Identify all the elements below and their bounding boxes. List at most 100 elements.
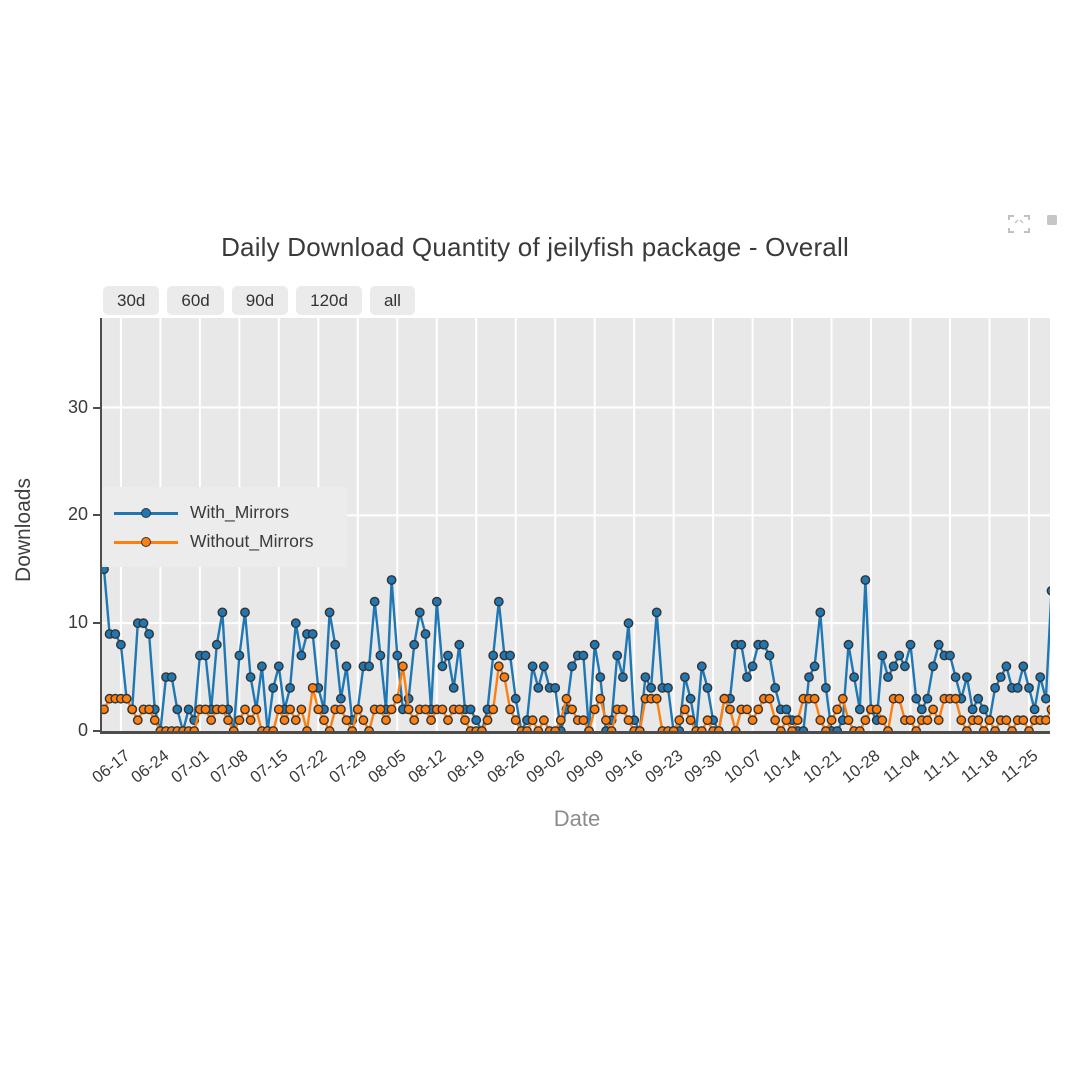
- data-point-without_mirrors: [482, 715, 493, 726]
- expand-icon[interactable]: [1006, 214, 1032, 234]
- data-point-with_mirrors: [364, 661, 374, 672]
- data-point-with_mirrors: [680, 672, 690, 682]
- data-point-without_mirrors: [149, 715, 160, 726]
- data-point-with_mirrors: [962, 672, 972, 682]
- data-point-with_mirrors: [273, 661, 284, 672]
- data-point-without_mirrors: [352, 704, 363, 715]
- data-point-without_mirrors: [618, 704, 628, 715]
- data-point-without_mirrors: [268, 726, 279, 731]
- range-button-120d[interactable]: 120d: [296, 286, 362, 315]
- data-point-without_mirrors: [747, 715, 758, 726]
- data-point-without_mirrors: [313, 704, 324, 715]
- data-point-with_mirrors: [493, 596, 504, 607]
- data-point-without_mirrors: [905, 715, 916, 726]
- data-point-with_mirrors: [646, 682, 656, 693]
- data-point-without_mirrors: [240, 704, 250, 715]
- data-point-without_mirrors: [403, 704, 414, 715]
- data-point-with_mirrors: [172, 704, 183, 715]
- data-point-without_mirrors: [742, 704, 752, 715]
- data-point-with_mirrors: [696, 661, 707, 672]
- data-point-without_mirrors: [488, 704, 499, 715]
- data-point-without_mirrors: [584, 726, 594, 731]
- data-point-with_mirrors: [663, 682, 673, 693]
- data-point-without_mirrors: [437, 704, 448, 715]
- data-point-without_mirrors: [922, 715, 933, 726]
- data-point-with_mirrors: [307, 629, 318, 639]
- plot-badge-icon[interactable]: [1046, 214, 1058, 228]
- data-point-without_mirrors: [533, 726, 544, 731]
- data-point-without_mirrors: [1024, 726, 1034, 731]
- data-point-with_mirrors: [770, 682, 781, 693]
- y-tick-label: 10: [67, 612, 88, 633]
- data-point-without_mirrors: [296, 704, 307, 715]
- data-point-without_mirrors: [217, 704, 228, 715]
- data-point-without_mirrors: [397, 661, 408, 672]
- y-tick-mark: [93, 406, 100, 409]
- range-button-30d[interactable]: 30d: [103, 286, 160, 315]
- data-point-without_mirrors: [381, 715, 391, 726]
- data-point-with_mirrors: [330, 639, 341, 650]
- data-point-without_mirrors: [505, 704, 515, 715]
- data-point-without_mirrors: [499, 672, 510, 682]
- range-button-90d[interactable]: 90d: [231, 286, 289, 315]
- data-point-with_mirrors: [324, 607, 335, 618]
- data-point-with_mirrors: [804, 672, 814, 682]
- data-point-with_mirrors: [414, 607, 425, 618]
- data-point-without_mirrors: [386, 704, 397, 715]
- data-point-without_mirrors: [809, 693, 820, 704]
- data-point-without_mirrors: [730, 726, 741, 731]
- data-point-without_mirrors: [792, 715, 803, 726]
- chart-legend: With_Mirrors Without_Mirrors: [102, 487, 347, 567]
- data-point-with_mirrors: [854, 704, 865, 715]
- data-point-without_mirrors: [392, 693, 403, 704]
- data-point-with_mirrors: [849, 672, 859, 682]
- data-point-without_mirrors: [719, 693, 730, 704]
- data-point-without_mirrors: [1018, 715, 1029, 726]
- data-point-with_mirrors: [911, 693, 922, 704]
- data-point-without_mirrors: [228, 726, 239, 731]
- data-point-without_mirrors: [144, 704, 154, 715]
- data-point-with_mirrors: [900, 661, 910, 672]
- data-point-with_mirrors: [538, 661, 549, 672]
- chart-title: Daily Download Quantity of jeilyfish pac…: [221, 232, 849, 262]
- data-point-with_mirrors: [527, 661, 538, 672]
- data-point-without_mirrors: [984, 715, 995, 726]
- data-point-without_mirrors: [775, 726, 786, 731]
- range-button-row: 30d 60d 90d 120d all: [103, 286, 415, 315]
- data-point-with_mirrors: [1001, 661, 1012, 672]
- data-point-without_mirrors: [561, 693, 572, 704]
- data-point-with_mirrors: [595, 672, 606, 682]
- data-point-without_mirrors: [843, 715, 854, 726]
- data-point-with_mirrors: [431, 596, 442, 607]
- data-point-with_mirrors: [815, 607, 826, 618]
- data-point-without_mirrors: [832, 704, 843, 715]
- data-point-without_mirrors: [550, 726, 561, 731]
- data-point-with_mirrors: [922, 693, 933, 704]
- data-point-with_mirrors: [144, 629, 154, 639]
- data-point-with_mirrors: [1012, 682, 1023, 693]
- data-point-with_mirrors: [217, 607, 228, 618]
- y-axis-title-wrap: Downloads: [10, 430, 35, 630]
- data-point-without_mirrors: [668, 726, 679, 731]
- data-point-with_mirrors: [335, 693, 346, 704]
- data-point-without_mirrors: [127, 704, 138, 715]
- range-button-60d[interactable]: 60d: [167, 286, 224, 315]
- data-point-with_mirrors: [809, 661, 820, 672]
- data-point-with_mirrors: [386, 575, 397, 585]
- data-point-with_mirrors: [978, 704, 989, 715]
- x-tick-label: 06-17: [88, 746, 134, 787]
- data-point-without_mirrors: [307, 682, 318, 693]
- data-point-without_mirrors: [950, 693, 961, 704]
- data-point-without_mirrors: [595, 693, 606, 704]
- data-point-with_mirrors: [905, 639, 916, 650]
- range-button-all[interactable]: all: [369, 286, 415, 315]
- data-point-without_mirrors: [420, 704, 431, 715]
- data-point-without_mirrors: [837, 693, 848, 704]
- data-point-with_mirrors: [268, 682, 279, 693]
- data-point-without_mirrors: [601, 715, 611, 726]
- data-point-without_mirrors: [409, 715, 420, 726]
- legend-label: With_Mirrors: [190, 502, 290, 522]
- data-point-with_mirrors: [640, 672, 651, 682]
- data-point-with_mirrors: [392, 650, 403, 661]
- data-point-with_mirrors: [742, 672, 752, 682]
